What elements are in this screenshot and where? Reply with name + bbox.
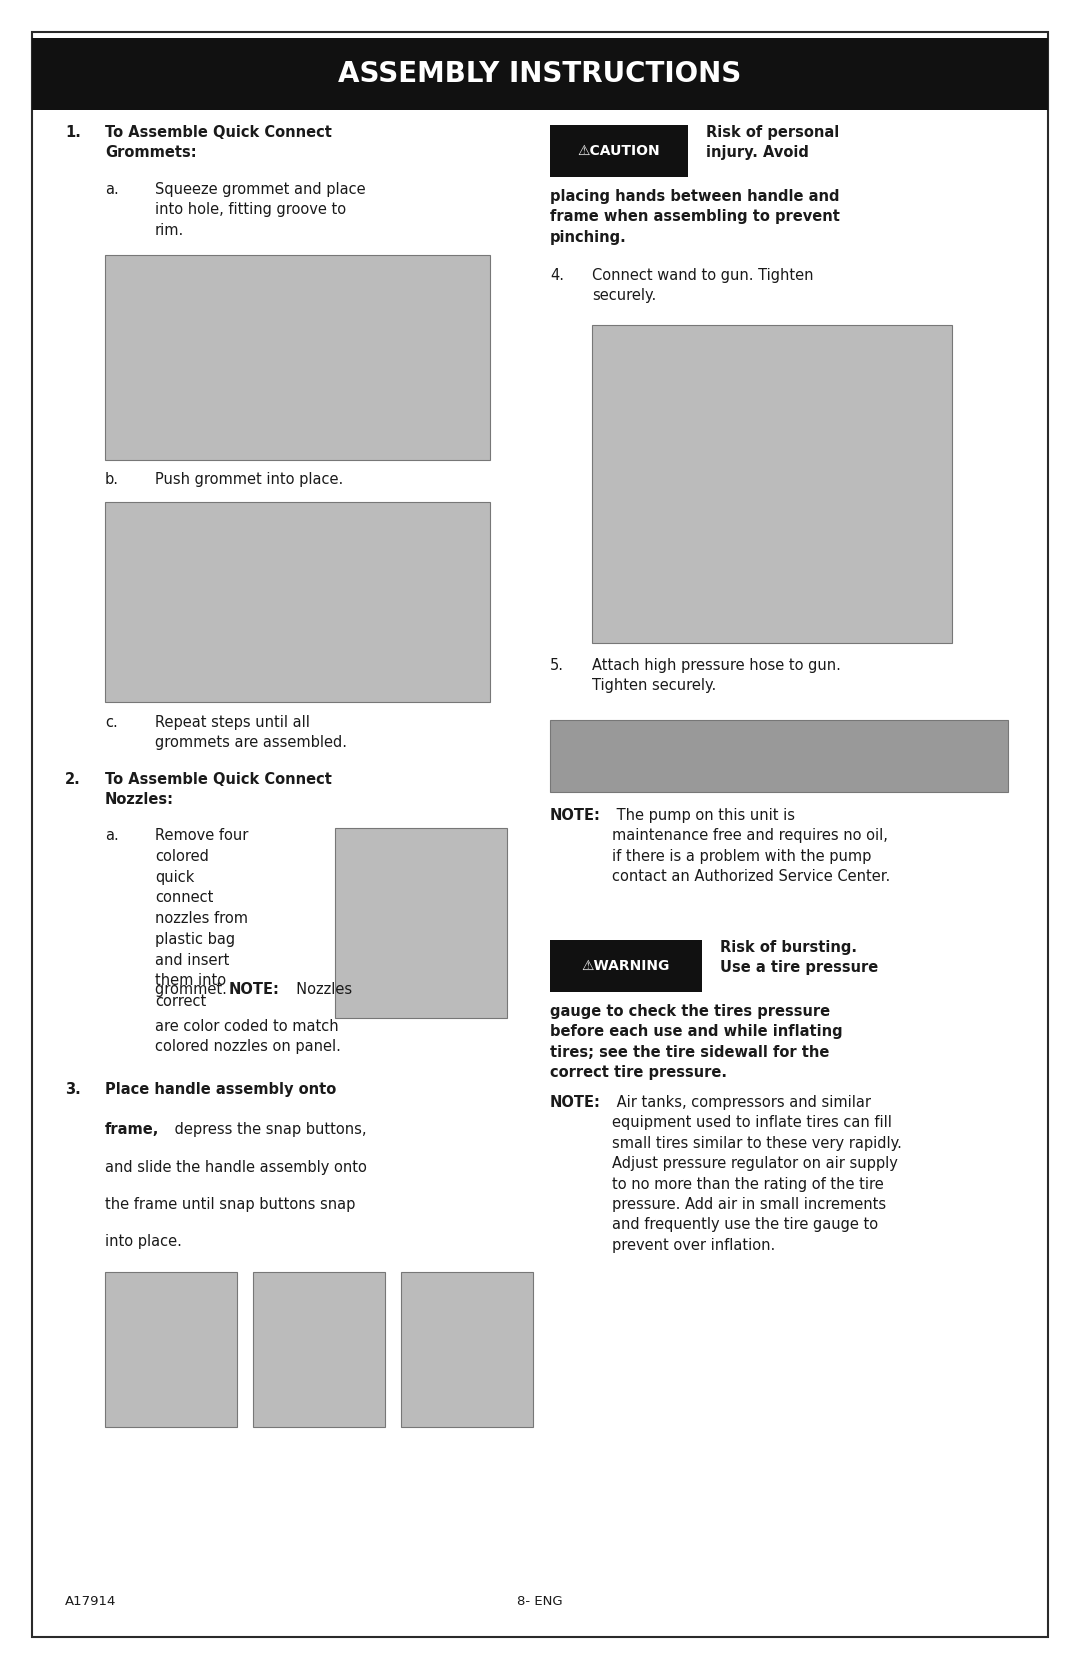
Bar <box>335 828 507 1018</box>
Bar <box>253 1272 384 1427</box>
Bar <box>105 1272 237 1427</box>
Text: 2.: 2. <box>65 773 81 788</box>
Text: Repeat steps until all
grommets are assembled.: Repeat steps until all grommets are asse… <box>156 714 347 751</box>
Text: a.: a. <box>105 828 119 843</box>
Text: placing hands between handle and
frame when assembling to prevent
pinching.: placing hands between handle and frame w… <box>550 189 840 245</box>
Text: 5.: 5. <box>550 658 564 673</box>
Text: Risk of bursting.
Use a tire pressure: Risk of bursting. Use a tire pressure <box>720 940 878 975</box>
Text: frame,: frame, <box>105 1122 160 1137</box>
Text: A17914: A17914 <box>65 1596 117 1607</box>
Text: a.: a. <box>105 182 119 197</box>
Text: Push grommet into place.: Push grommet into place. <box>156 472 343 487</box>
Text: ⚠CAUTION: ⚠CAUTION <box>578 144 660 159</box>
Text: To Assemble Quick Connect
Grommets:: To Assemble Quick Connect Grommets: <box>105 125 332 160</box>
Text: c.: c. <box>105 714 118 729</box>
Bar <box>592 325 951 643</box>
Text: Attach high pressure hose to gun.
Tighten securely.: Attach high pressure hose to gun. Tighte… <box>592 658 841 693</box>
Text: ASSEMBLY INSTRUCTIONS: ASSEMBLY INSTRUCTIONS <box>338 60 742 88</box>
Text: gauge to check the tires pressure
before each use and while inflating
tires; see: gauge to check the tires pressure before… <box>550 1005 842 1080</box>
Text: 3.: 3. <box>65 1082 81 1097</box>
Bar <box>550 940 702 991</box>
Bar <box>401 1272 534 1427</box>
Text: To Assemble Quick Connect
Nozzles:: To Assemble Quick Connect Nozzles: <box>105 773 332 808</box>
Text: Connect wand to gun. Tighten
securely.: Connect wand to gun. Tighten securely. <box>592 269 813 304</box>
Text: and slide the handle assembly onto: and slide the handle assembly onto <box>105 1160 367 1175</box>
Text: NOTE:: NOTE: <box>550 1095 600 1110</box>
Text: 8- ENG: 8- ENG <box>517 1596 563 1607</box>
Text: b.: b. <box>105 472 119 487</box>
Bar <box>550 719 1008 793</box>
Text: The pump on this unit is
maintenance free and requires no oil,
if there is a pro: The pump on this unit is maintenance fre… <box>612 808 890 885</box>
Text: Risk of personal
injury. Avoid: Risk of personal injury. Avoid <box>706 125 839 160</box>
Text: NOTE:: NOTE: <box>229 981 280 996</box>
Text: are color coded to match
colored nozzles on panel.: are color coded to match colored nozzles… <box>156 1020 341 1055</box>
Text: ⚠WARNING: ⚠WARNING <box>582 960 671 973</box>
Text: Place handle assembly onto: Place handle assembly onto <box>105 1082 336 1118</box>
Text: 1.: 1. <box>65 125 81 140</box>
Text: grommet.: grommet. <box>156 981 231 996</box>
Bar <box>550 125 688 177</box>
Text: Remove four
colored
quick
connect
nozzles from
plastic bag
and insert
them into
: Remove four colored quick connect nozzle… <box>156 828 248 1010</box>
Text: NOTE:: NOTE: <box>550 808 600 823</box>
Text: 4.: 4. <box>550 269 564 284</box>
Text: Air tanks, compressors and similar
equipment used to inflate tires can fill
smal: Air tanks, compressors and similar equip… <box>612 1095 902 1253</box>
Bar <box>105 255 490 461</box>
Text: the frame until snap buttons snap: the frame until snap buttons snap <box>105 1197 355 1212</box>
Text: depress the snap buttons,: depress the snap buttons, <box>170 1122 366 1137</box>
Bar <box>105 502 490 703</box>
Bar <box>32 38 1048 110</box>
Text: Squeeze grommet and place
into hole, fitting groove to
rim.: Squeeze grommet and place into hole, fit… <box>156 182 366 237</box>
Text: Nozzles: Nozzles <box>287 981 352 996</box>
Text: into place.: into place. <box>105 1233 181 1248</box>
